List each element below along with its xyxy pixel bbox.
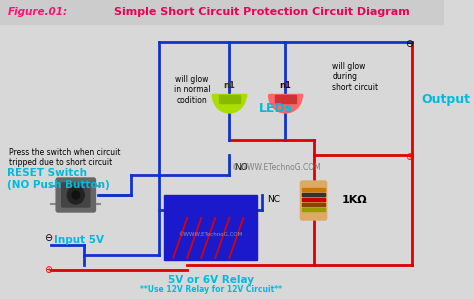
Text: n1: n1 [223, 80, 235, 89]
Bar [275, 95, 296, 103]
Bar [302, 193, 325, 196]
Text: 5V or 6V Relay: 5V or 6V Relay [168, 275, 254, 285]
Bar [164, 195, 257, 260]
Bar [219, 95, 239, 103]
Text: NO: NO [234, 164, 248, 173]
Text: Press the switch when circuit
tripped due to short circuit: Press the switch when circuit tripped du… [9, 148, 121, 167]
Text: ⊕: ⊕ [45, 265, 53, 275]
Text: 1KΩ: 1KΩ [342, 195, 367, 205]
Text: Figure.01:: Figure.01: [8, 7, 68, 17]
Text: NC: NC [267, 196, 280, 205]
Bar [302, 208, 325, 211]
Bar [0, 0, 444, 24]
Text: n1: n1 [280, 80, 292, 89]
FancyBboxPatch shape [62, 183, 90, 207]
FancyBboxPatch shape [301, 181, 327, 220]
Text: Input 5V: Input 5V [55, 235, 104, 245]
Text: ©WWW.ETechnoG.COM: ©WWW.ETechnoG.COM [232, 164, 320, 173]
Text: ⊕: ⊕ [405, 152, 413, 162]
FancyBboxPatch shape [56, 178, 95, 212]
Text: ©WWW.ETechnoG.COM: ©WWW.ETechnoG.COM [178, 233, 243, 237]
Text: ⊖: ⊖ [45, 233, 53, 243]
Text: Output: Output [421, 94, 470, 106]
Text: Simple Short Circuit Protection Circuit Diagram: Simple Short Circuit Protection Circuit … [114, 7, 410, 17]
Text: LEDs: LEDs [259, 101, 293, 115]
Text: will glow
during
short circuit: will glow during short circuit [332, 62, 378, 92]
Text: RESET Switch
(NO Push Button): RESET Switch (NO Push Button) [8, 168, 110, 190]
Wedge shape [269, 95, 302, 113]
Text: **Use 12V Relay for 12V Circuit**: **Use 12V Relay for 12V Circuit** [139, 285, 282, 294]
Circle shape [72, 191, 80, 199]
Wedge shape [212, 95, 246, 113]
Bar [302, 188, 325, 191]
Bar [302, 203, 325, 206]
Bar [302, 198, 325, 201]
Circle shape [67, 186, 84, 204]
Text: will glow
in normal
codition: will glow in normal codition [173, 75, 210, 105]
Text: ⊖: ⊖ [405, 39, 413, 49]
